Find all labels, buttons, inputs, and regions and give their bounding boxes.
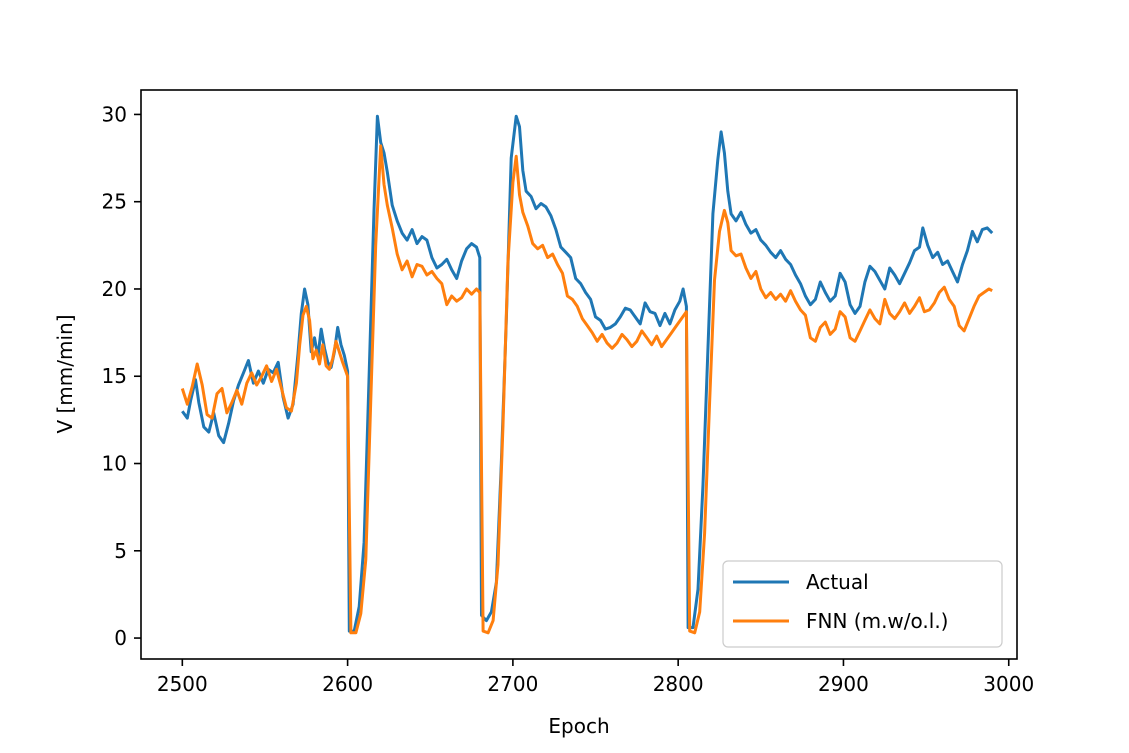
x-tick-label: 2700 [487, 672, 538, 696]
y-tick-label: 15 [102, 364, 127, 388]
plot-frame [140, 89, 1018, 660]
x-tick-label: 2500 [157, 672, 208, 696]
x-tick-label: 2800 [653, 672, 704, 696]
y-axis-ticks: 0 5 10 15 20 25 30 [102, 102, 141, 650]
y-tick-label: 30 [102, 102, 127, 126]
legend: Actual FNN (m.w/o.l.) [722, 560, 1003, 648]
x-tick-label: 2600 [322, 672, 373, 696]
x-axis-ticks: 2500 2600 2700 2800 2900 3000 [157, 659, 1034, 696]
y-tick-label: 20 [102, 277, 127, 301]
series-line-fnn [180, 144, 993, 635]
x-tick-label: 2900 [818, 672, 869, 696]
y-axis-label: V [mm/min] [53, 314, 77, 433]
y-tick-label: 5 [114, 539, 127, 563]
legend-label-actual: Actual [806, 570, 869, 594]
y-tick-label: 25 [102, 190, 127, 214]
x-tick-label: 3000 [983, 672, 1034, 696]
y-tick-label: 0 [114, 626, 127, 650]
series-line-actual [181, 114, 994, 633]
x-axis-label: Epoch [548, 714, 609, 738]
y-tick-label: 10 [102, 452, 127, 476]
series-layer [180, 114, 994, 635]
legend-box [722, 560, 1003, 648]
legend-label-fnn: FNN (m.w/o.l.) [806, 609, 948, 633]
